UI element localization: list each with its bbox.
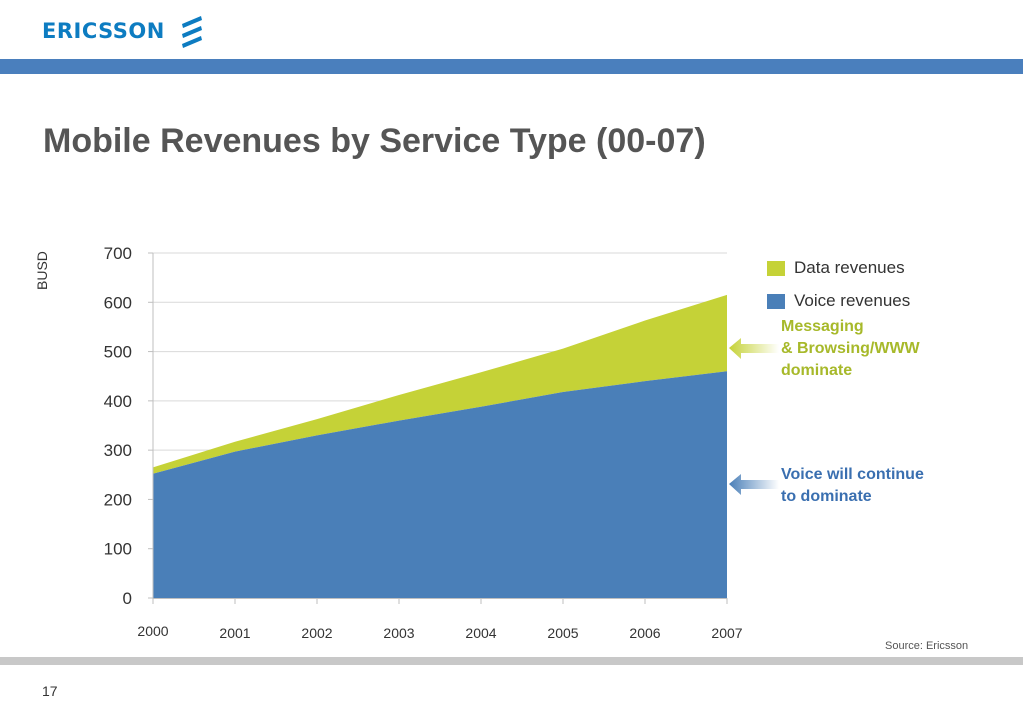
legend-label-voice: Voice revenues xyxy=(794,291,911,310)
annotation-data-line: Messaging xyxy=(781,318,864,335)
y-tick-label: 700 xyxy=(104,244,132,263)
x-tick-label: 2006 xyxy=(629,625,660,641)
footer-bar xyxy=(0,657,1023,665)
legend-label-data: Data revenues xyxy=(794,258,905,277)
arrow-left-icon xyxy=(729,338,779,359)
x-tick-label: 2000 xyxy=(137,623,168,639)
x-tick-label: 2002 xyxy=(301,625,332,641)
header-bar xyxy=(0,59,1023,74)
x-tick-label: 2001 xyxy=(219,625,250,641)
data-revenues-area xyxy=(153,294,727,474)
arrow-left-icon xyxy=(729,474,779,495)
legend-swatch-voice xyxy=(767,293,785,309)
annotation-data-line: & Browsing/WWW xyxy=(781,340,920,357)
y-tick-label: 0 xyxy=(123,589,132,608)
annotation-voice-line: Voice will continue xyxy=(781,466,924,483)
x-tick-label: 2005 xyxy=(547,625,578,641)
voice-revenues-area xyxy=(153,371,727,598)
annotation-data-line: dominate xyxy=(781,362,853,379)
ericsson-logo: ERICSSON xyxy=(42,14,205,48)
y-tick-label: 500 xyxy=(104,343,132,362)
annotation-voice-line: to dominate xyxy=(781,488,872,505)
source-note: Source: Ericsson xyxy=(885,640,969,652)
ericsson-mark-icon xyxy=(181,16,202,48)
chart-legend: Data revenues Voice revenues xyxy=(767,257,910,323)
slide-title: Mobile Revenues by Service Type (00-07) xyxy=(43,122,706,160)
annotation-voice: Voice will continue to dominate xyxy=(781,464,924,508)
y-tick-label: 300 xyxy=(104,441,132,460)
logo-text: ERICSSON xyxy=(42,19,165,43)
page-number: 17 xyxy=(42,683,58,699)
y-tick-label: 100 xyxy=(104,540,132,559)
legend-item-voice: Voice revenues xyxy=(767,290,910,312)
y-tick-label: 400 xyxy=(104,392,132,411)
x-tick-label: 2004 xyxy=(465,625,496,641)
annotation-data: Messaging & Browsing/WWW dominate xyxy=(781,316,920,382)
legend-swatch-data xyxy=(767,260,785,276)
x-tick-label: 2007 xyxy=(711,625,742,641)
x-tick-label: 2003 xyxy=(383,625,414,641)
y-tick-label: 200 xyxy=(104,490,132,509)
y-tick-label: 600 xyxy=(104,293,132,312)
legend-item-data: Data revenues xyxy=(767,257,910,279)
